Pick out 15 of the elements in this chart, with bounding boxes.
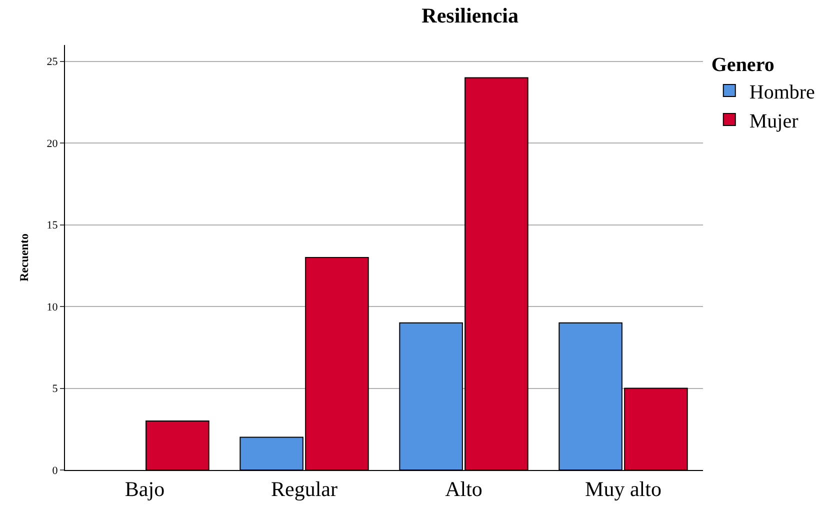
y-tick-label: 25	[46, 56, 58, 68]
x-tick-label: Muy alto	[585, 477, 662, 502]
x-tick-label: Bajo	[124, 477, 165, 502]
x-tick-label: Regular	[271, 477, 338, 502]
y-tick-label: 0	[52, 464, 58, 477]
legend-label: Mujer	[749, 110, 799, 132]
chart-title: Resiliencia	[422, 3, 519, 28]
y-tick-label: 5	[52, 383, 58, 396]
y-axis-title: Recuento	[17, 234, 32, 282]
legend-label: Hombre	[749, 81, 816, 104]
x-tick-label: Alto	[445, 477, 482, 502]
legend-title: Genero	[711, 54, 774, 76]
y-tick-label: 10	[46, 301, 58, 314]
y-tick-label: 15	[46, 220, 58, 232]
y-tick-label: 20	[46, 138, 58, 150]
